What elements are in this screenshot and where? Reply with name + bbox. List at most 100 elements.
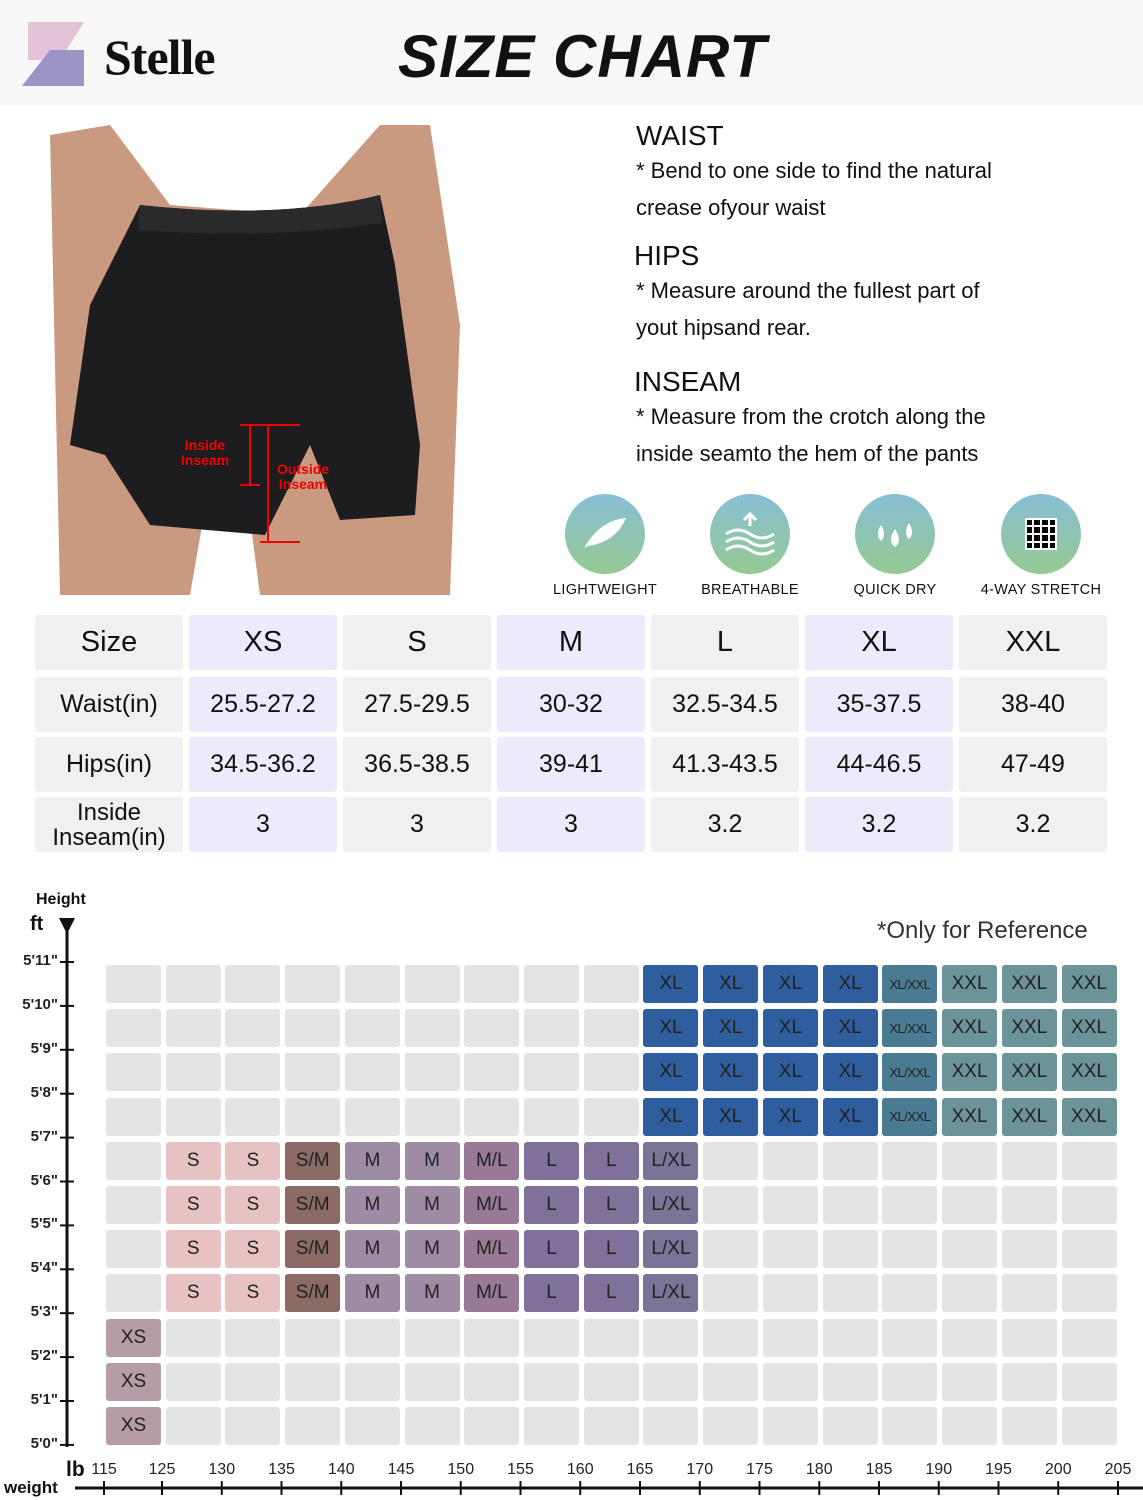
size-table-cell: 3.2 [959,797,1107,852]
empty-cell [1061,1186,1117,1224]
empty-cell [1061,1407,1117,1445]
feature-quick-dry: QUICK DRY [830,494,960,598]
empty-cell [285,1362,341,1401]
x-tick-label: 195 [985,1461,1012,1478]
empty-cell [285,965,341,1003]
empty-cell [524,1318,580,1357]
feature-label: BREATHABLE [701,582,799,598]
size-table-cell: 3 [497,797,645,852]
size-header-cell: L [651,615,799,670]
empty-cell [225,1362,281,1401]
measurement-label: Hips(in) [35,737,183,792]
empty-cell [285,1097,341,1136]
empty-cell [703,1230,759,1269]
x-tick-label: 125 [148,1461,176,1478]
empty-cell [106,1141,161,1180]
size-table-cell: 3 [189,797,337,852]
size-cell: XL [762,1053,818,1092]
x-tick-label: 140 [327,1461,355,1478]
empty-cell [404,1053,460,1092]
y-tick-label: 5'6" [30,1171,58,1189]
x-axis-unit: lb [66,1458,85,1481]
empty-cell [1061,1141,1117,1180]
empty-cell [762,1274,818,1313]
x-tick-label: 150 [447,1461,475,1478]
empty-cell [942,1141,998,1180]
header: Stelle SIZE CHART [0,0,1143,105]
feature-4-way-stretch: 4-WAY STRETCH [976,494,1106,598]
size-cell: S [225,1230,281,1269]
empty-cell [404,965,460,1003]
size-cell: XL/XXL [882,1097,938,1136]
empty-cell [822,1318,878,1357]
size-cell: M [404,1274,460,1313]
empty-cell [165,1097,221,1136]
y-axis-arrow-icon [59,918,75,934]
empty-cell [165,1407,221,1445]
empty-cell [106,1009,161,1048]
empty-cell [344,1318,400,1357]
empty-cell [165,1009,221,1048]
size-cell: S/M [285,1141,341,1180]
empty-cell [165,965,221,1003]
size-header-cell: S [343,615,491,670]
size-cell: S [225,1186,281,1224]
x-tick-label: 160 [566,1461,594,1478]
size-cell: S [165,1141,221,1180]
guide-text: inside seamto the hem of the pants [636,441,979,466]
x-tick-label: 190 [925,1461,953,1478]
empty-cell [464,1053,520,1092]
x-tick-label: 175 [746,1461,773,1478]
empty-cell [464,1009,520,1048]
y-tick-label: 5'10" [22,995,58,1013]
empty-cell [882,1186,938,1224]
empty-cell [1001,1274,1057,1313]
guide-waist: WAIST * Bend to one side to find the nat… [636,120,992,226]
empty-cell [583,1362,639,1401]
empty-cell [404,1318,460,1357]
empty-cell [942,1362,998,1401]
empty-cell [882,1230,938,1269]
empty-cell [464,1362,520,1401]
size-cell: L [524,1274,580,1313]
empty-cell [762,1407,818,1445]
page-title: SIZE CHART [398,23,767,90]
x-tick-label: 115 [91,1461,117,1478]
empty-cell [165,1318,221,1357]
empty-cell [942,1318,998,1357]
empty-cell [583,1407,639,1445]
size-cell: XXL [1061,1097,1117,1136]
size-cell: XL [703,1097,759,1136]
empty-cell [1001,1186,1057,1224]
size-table-cell: 30-32 [497,677,645,732]
x-tick-label: 200 [1044,1461,1072,1478]
brand-logo-icon [22,22,84,86]
y-tick-label: 5'9" [30,1039,58,1057]
empty-cell [822,1407,878,1445]
empty-cell [703,1407,759,1445]
water-drops-icon [855,494,935,574]
empty-cell [583,965,639,1003]
size-cell: S/M [285,1186,341,1224]
y-tick-label: 5'8" [30,1083,58,1101]
guide-text: yout hipsand rear. [636,315,811,340]
empty-cell [1061,1362,1117,1401]
size-cell: S [225,1274,281,1313]
size-cell: XS [106,1362,161,1401]
feather-icon [565,494,645,574]
empty-cell [583,1097,639,1136]
size-cell: L [583,1186,639,1224]
empty-cell [942,1407,998,1445]
empty-cell [703,1274,759,1313]
size-cell: M/L [464,1141,520,1180]
size-cell: L/XL [643,1141,699,1180]
empty-cell [1061,1318,1117,1357]
empty-cell [703,1186,759,1224]
size-cell: L/XL [643,1274,699,1313]
size-cell: S [165,1230,221,1269]
empty-cell [524,1009,580,1048]
empty-cell [703,1141,759,1180]
empty-cell [165,1362,221,1401]
empty-cell [882,1362,938,1401]
shorts-photo [50,125,460,595]
